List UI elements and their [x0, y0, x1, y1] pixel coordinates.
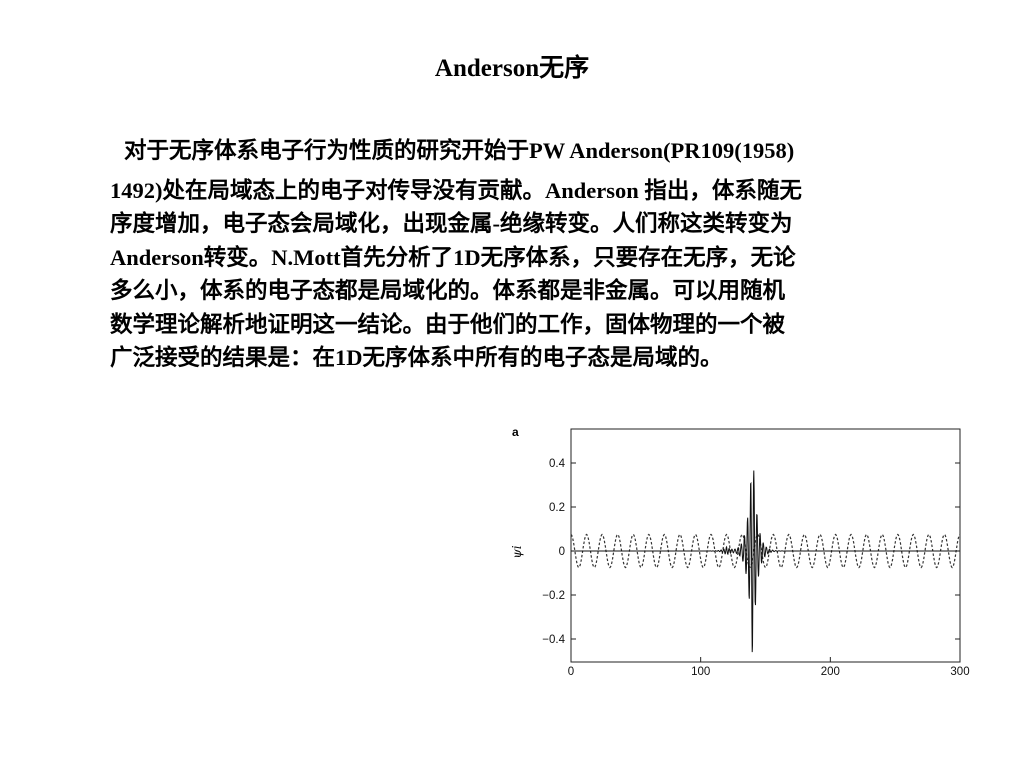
- paragraph-line: Anderson转变。N.Mott首先分析了1D无序体系，只要存在无序，无论: [110, 244, 796, 270]
- x-tick-label: 300: [950, 666, 969, 678]
- y-tick-label: 0: [559, 546, 565, 558]
- y-tick-label: 0.2: [549, 502, 565, 514]
- y-tick-label: −0.4: [542, 634, 565, 646]
- y-tick-label: −0.2: [542, 590, 565, 602]
- plot-frame: [570, 428, 961, 663]
- extended-state-series: [570, 533, 961, 569]
- paragraph-line: 广泛接受的结果是：在1D无序体系中所有的电子态是局域的。: [110, 345, 723, 370]
- x-tick-label: 100: [691, 666, 710, 678]
- paragraph-line: 1492)处在局域态上的电子对传导没有贡献。Anderson 指出，体系随无: [110, 177, 802, 203]
- y-axis-label: ψi: [510, 545, 524, 558]
- paragraph-line: 序度增加，电子态会局域化，出现金属-绝缘转变。人们称这类转变为: [110, 211, 793, 236]
- paragraph-line: 对于无序体系电子行为性质的研究开始于PW Anderson(PR109(1958…: [124, 138, 795, 163]
- y-tick-label: 0.4: [549, 458, 566, 470]
- paragraph-line: 多么小，体系的电子态都是局域化的。体系都是非金属。可以用随机: [110, 278, 786, 303]
- x-tick-label: 0: [568, 666, 574, 678]
- paragraph-line: 数学理论解析地证明这一结论。由于他们的工作，固体物理的一个被: [110, 311, 786, 337]
- x-tick-label: 200: [821, 666, 840, 678]
- slide-title: Anderson无序: [434, 55, 590, 82]
- localized-state-series: [571, 470, 960, 653]
- panel-label: a: [512, 425, 519, 439]
- slide-paragraph: 对于无序体系电子行为性质的研究开始于PW Anderson(PR109(1958…: [110, 134, 990, 375]
